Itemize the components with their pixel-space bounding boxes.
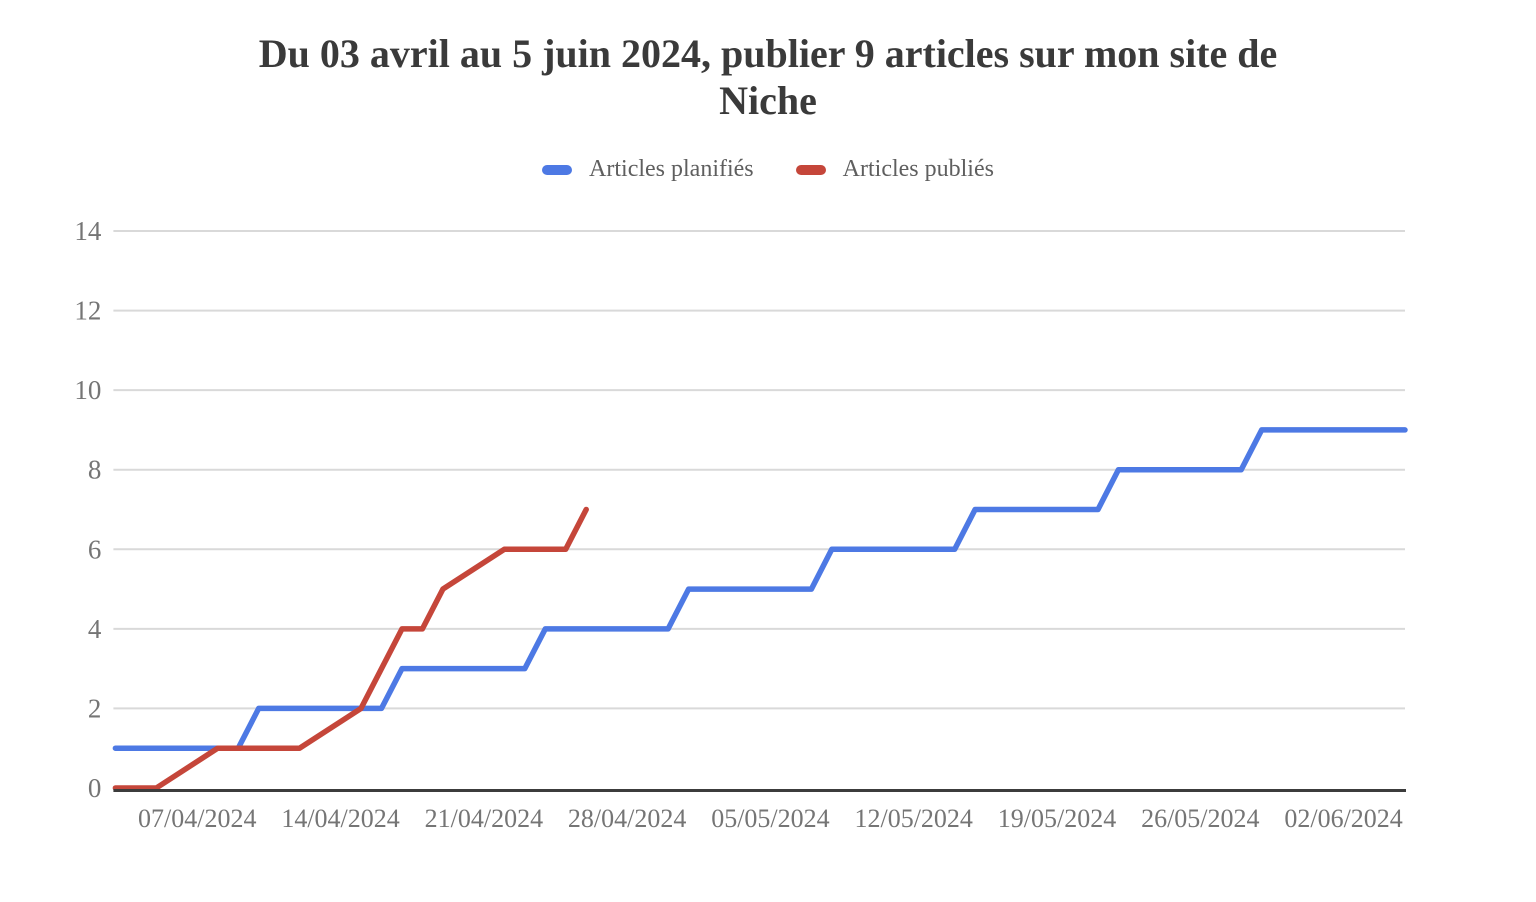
legend-swatch-publies-icon bbox=[795, 164, 826, 175]
legend-swatch-planifies-icon bbox=[542, 164, 573, 175]
x-axis-tick-label: 02/06/2024 bbox=[1284, 804, 1402, 833]
y-axis-tick-label: 8 bbox=[88, 455, 102, 485]
chart-title: Du 03 avril au 5 juin 2024, publier 9 ar… bbox=[98, 30, 1438, 124]
x-axis-tick-label: 19/05/2024 bbox=[998, 804, 1116, 833]
series-line-articles-publi-s bbox=[112, 506, 589, 791]
legend-label-planifies: Articles planifiés bbox=[589, 156, 754, 182]
x-axis-tick-label: 14/04/2024 bbox=[281, 804, 399, 833]
x-axis-tick-label: 12/05/2024 bbox=[854, 804, 972, 833]
y-axis-tick-label: 12 bbox=[74, 296, 101, 326]
y-axis-tick-label: 10 bbox=[74, 375, 101, 405]
y-axis-tick-label: 6 bbox=[88, 534, 102, 564]
legend-label-publies: Articles publiés bbox=[842, 156, 994, 182]
x-axis-tick-label: 26/05/2024 bbox=[1141, 804, 1259, 833]
x-axis-tick-label: 28/04/2024 bbox=[568, 804, 686, 833]
x-axis-tick-label: 07/04/2024 bbox=[138, 804, 256, 833]
y-axis-tick-label: 0 bbox=[88, 773, 102, 803]
legend-item-articles-planifies: Articles planifiés bbox=[542, 156, 754, 183]
y-axis-tick-label: 14 bbox=[74, 216, 102, 246]
chart-title-line2: Niche bbox=[719, 78, 817, 123]
x-axis-tick-label: 21/04/2024 bbox=[425, 804, 543, 833]
chart-title-line1: Du 03 avril au 5 juin 2024, publier 9 ar… bbox=[258, 31, 1278, 76]
chart-legend: Articles planifiés Articles publiés bbox=[0, 156, 1536, 183]
legend-item-articles-publies: Articles publiés bbox=[795, 156, 994, 183]
series-line-articles-planifi-s bbox=[112, 427, 1408, 751]
y-axis-tick-label: 2 bbox=[88, 693, 102, 723]
x-axis-tick-label: 05/05/2024 bbox=[711, 804, 829, 833]
y-axis-tick-label: 4 bbox=[88, 614, 102, 644]
